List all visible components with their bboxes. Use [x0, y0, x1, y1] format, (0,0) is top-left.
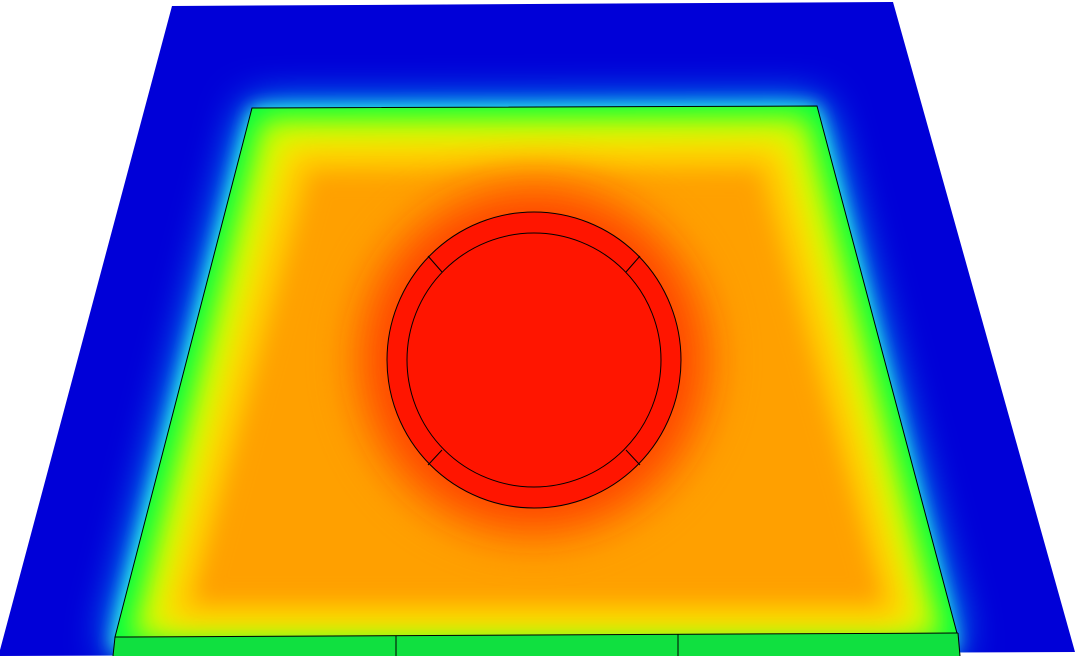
front-edge-strip: [112, 632, 961, 656]
ring-divider: [625, 255, 641, 273]
ring-divider: [427, 255, 443, 273]
ring-divider: [427, 449, 443, 466]
ring-divider: [625, 449, 641, 466]
heat-core: [406, 232, 662, 488]
heat-source[interactable]: [386, 211, 682, 509]
